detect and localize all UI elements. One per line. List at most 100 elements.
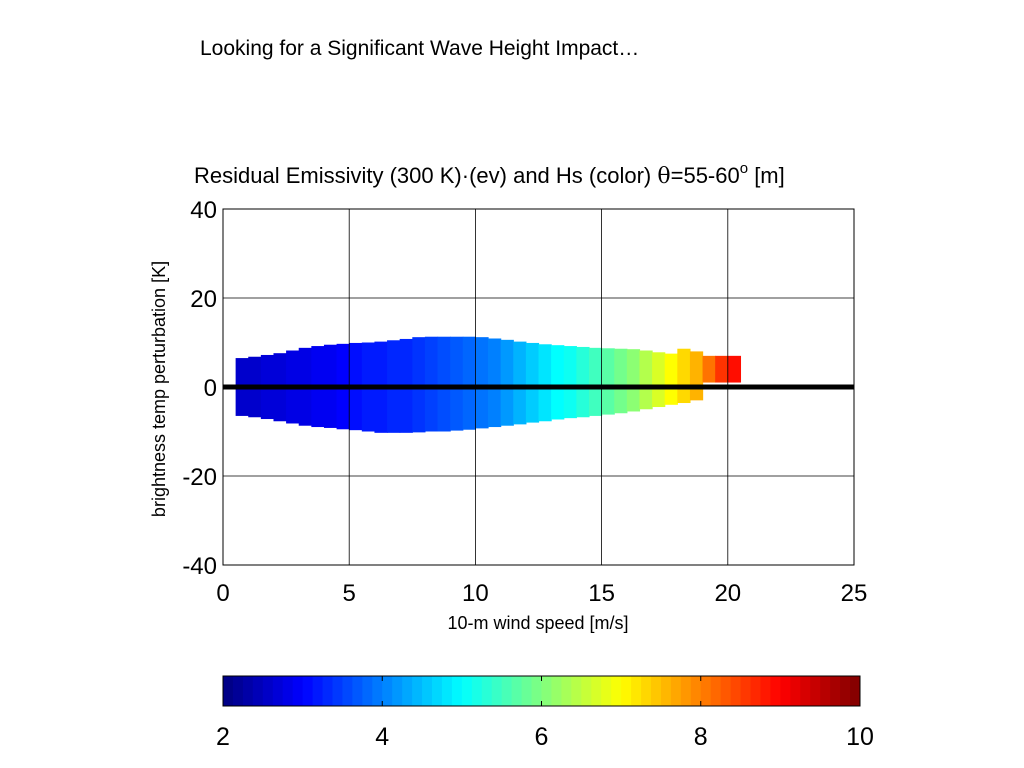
colorbar-segment [700, 676, 712, 706]
colorbar-segment [302, 676, 314, 706]
heatmap-bin [563, 346, 577, 419]
colorbar-segment [382, 676, 393, 706]
x-tick-label: 5 [343, 580, 356, 607]
slide-title: Looking for a Significant Wave Height Im… [200, 37, 640, 60]
colorbar-segment [830, 676, 841, 706]
colorbar-segment [282, 676, 294, 706]
colorbar-tick-label: 10 [846, 723, 874, 751]
chart-title-angle: =55-60 [671, 163, 740, 188]
plot-area: 0 5 10 15 20 25 40 20 0 -20 -40 [182, 197, 867, 607]
colorbar-segment [481, 676, 493, 706]
colorbar-segment [332, 676, 343, 706]
y-tick-label: -40 [182, 553, 217, 580]
heatmap-bin [588, 347, 603, 416]
colorbar-segment [631, 676, 642, 706]
heatmap-bin [576, 346, 590, 418]
chart-title-unit: [m] [748, 163, 785, 188]
chart-title-superscript: o [740, 160, 748, 177]
colorbar-segment [541, 676, 552, 706]
plot-frame [222, 208, 855, 566]
colorbar-segment [561, 676, 572, 706]
heatmap-bin [513, 341, 527, 425]
colorbar-segment [372, 676, 383, 706]
colorbar-tick-label: 8 [694, 723, 708, 751]
colorbar [223, 676, 861, 706]
colorbar-segment [392, 676, 403, 706]
colorbar-segment [511, 676, 523, 706]
colorbar-segment [581, 676, 592, 706]
colorbar-segment [362, 676, 373, 706]
x-tick-label: 20 [714, 580, 741, 607]
colorbar-segment [641, 676, 652, 706]
colorbar-segment [352, 676, 363, 706]
colorbar-segment [730, 676, 742, 706]
colorbar-segment [272, 676, 284, 706]
colorbar-segment [770, 676, 781, 706]
heatmap-bin [450, 336, 464, 431]
heatmap-bin [475, 337, 489, 429]
x-tick-label: 15 [588, 580, 615, 607]
colorbar-segment [342, 676, 353, 706]
colorbar-segment [292, 676, 304, 706]
heatmap-bin [652, 352, 666, 408]
heatmap-bin [538, 344, 552, 422]
colorbar-tick-label: 6 [535, 723, 549, 751]
y-tick-label: 0 [204, 375, 217, 402]
heatmap-bin [601, 348, 615, 415]
y-tick-label: -20 [182, 464, 217, 491]
colorbar-segment [720, 676, 732, 706]
colorbar-segment [501, 676, 513, 706]
y-tick-label: 40 [190, 197, 217, 224]
heatmap-bin [689, 351, 704, 401]
colorbar-segment [690, 676, 702, 706]
colorbar-segment [800, 676, 811, 706]
chart-title-dot: · [462, 163, 469, 188]
y-axis-label: brightness temp perturbation [K] [149, 261, 169, 517]
colorbar-segment [491, 676, 503, 706]
colorbar-segment [621, 676, 632, 706]
colorbar-segment [322, 676, 333, 706]
colorbar-segment [441, 676, 453, 706]
heatmap-bins [235, 336, 742, 433]
colorbar-segment [223, 676, 234, 706]
heatmap-bin [664, 353, 678, 405]
colorbar-segment [471, 676, 483, 706]
heatmap-bin [525, 342, 540, 423]
colorbar-tick-label: 4 [375, 723, 389, 751]
colorbar-segment [601, 676, 612, 706]
x-axis-label: 10-m wind speed [m/s] [447, 613, 628, 633]
heatmap-bin [639, 350, 653, 410]
colorbar-segment [810, 676, 821, 706]
heatmap-bin [462, 336, 476, 430]
colorbar-segment [660, 676, 672, 706]
colorbar-segment [670, 676, 682, 706]
heatmap-bin [626, 349, 641, 412]
y-tick-labels: 40 20 0 -20 -40 [182, 197, 217, 580]
colorbar-segment [262, 676, 274, 706]
chart-title: Residual Emissivity (300 K)·(ev) and Hs … [194, 160, 785, 189]
colorbar-tick-labels: 2 4 6 8 10 [216, 676, 874, 751]
y-tick-label: 20 [190, 286, 217, 313]
colorbar-segment [432, 676, 443, 706]
colorbar-segment [591, 676, 602, 706]
heatmap-bin [500, 339, 514, 426]
colorbar-segment [850, 676, 861, 706]
colorbar-segment [252, 676, 264, 706]
chart-title-ev: (ev) and Hs (color) [469, 163, 657, 188]
colorbar-segment [402, 676, 413, 706]
x-tick-label: 25 [841, 580, 868, 607]
heatmap-bin [715, 355, 729, 383]
x-tick-label: 0 [216, 580, 229, 607]
colorbar-segment [551, 676, 562, 706]
colorbar-segment [760, 676, 771, 706]
heatmap-bin [702, 355, 716, 383]
colorbar-segment [611, 676, 622, 706]
heatmap-bin [424, 336, 439, 432]
heatmap-bin [677, 348, 691, 404]
x-tick-label: 10 [462, 580, 489, 607]
colorbar-segment [790, 676, 801, 706]
chart-title-main: Residual Emissivity (300 K) [194, 163, 462, 188]
colorbar-segment [312, 676, 324, 706]
colorbar-segment [840, 676, 851, 706]
